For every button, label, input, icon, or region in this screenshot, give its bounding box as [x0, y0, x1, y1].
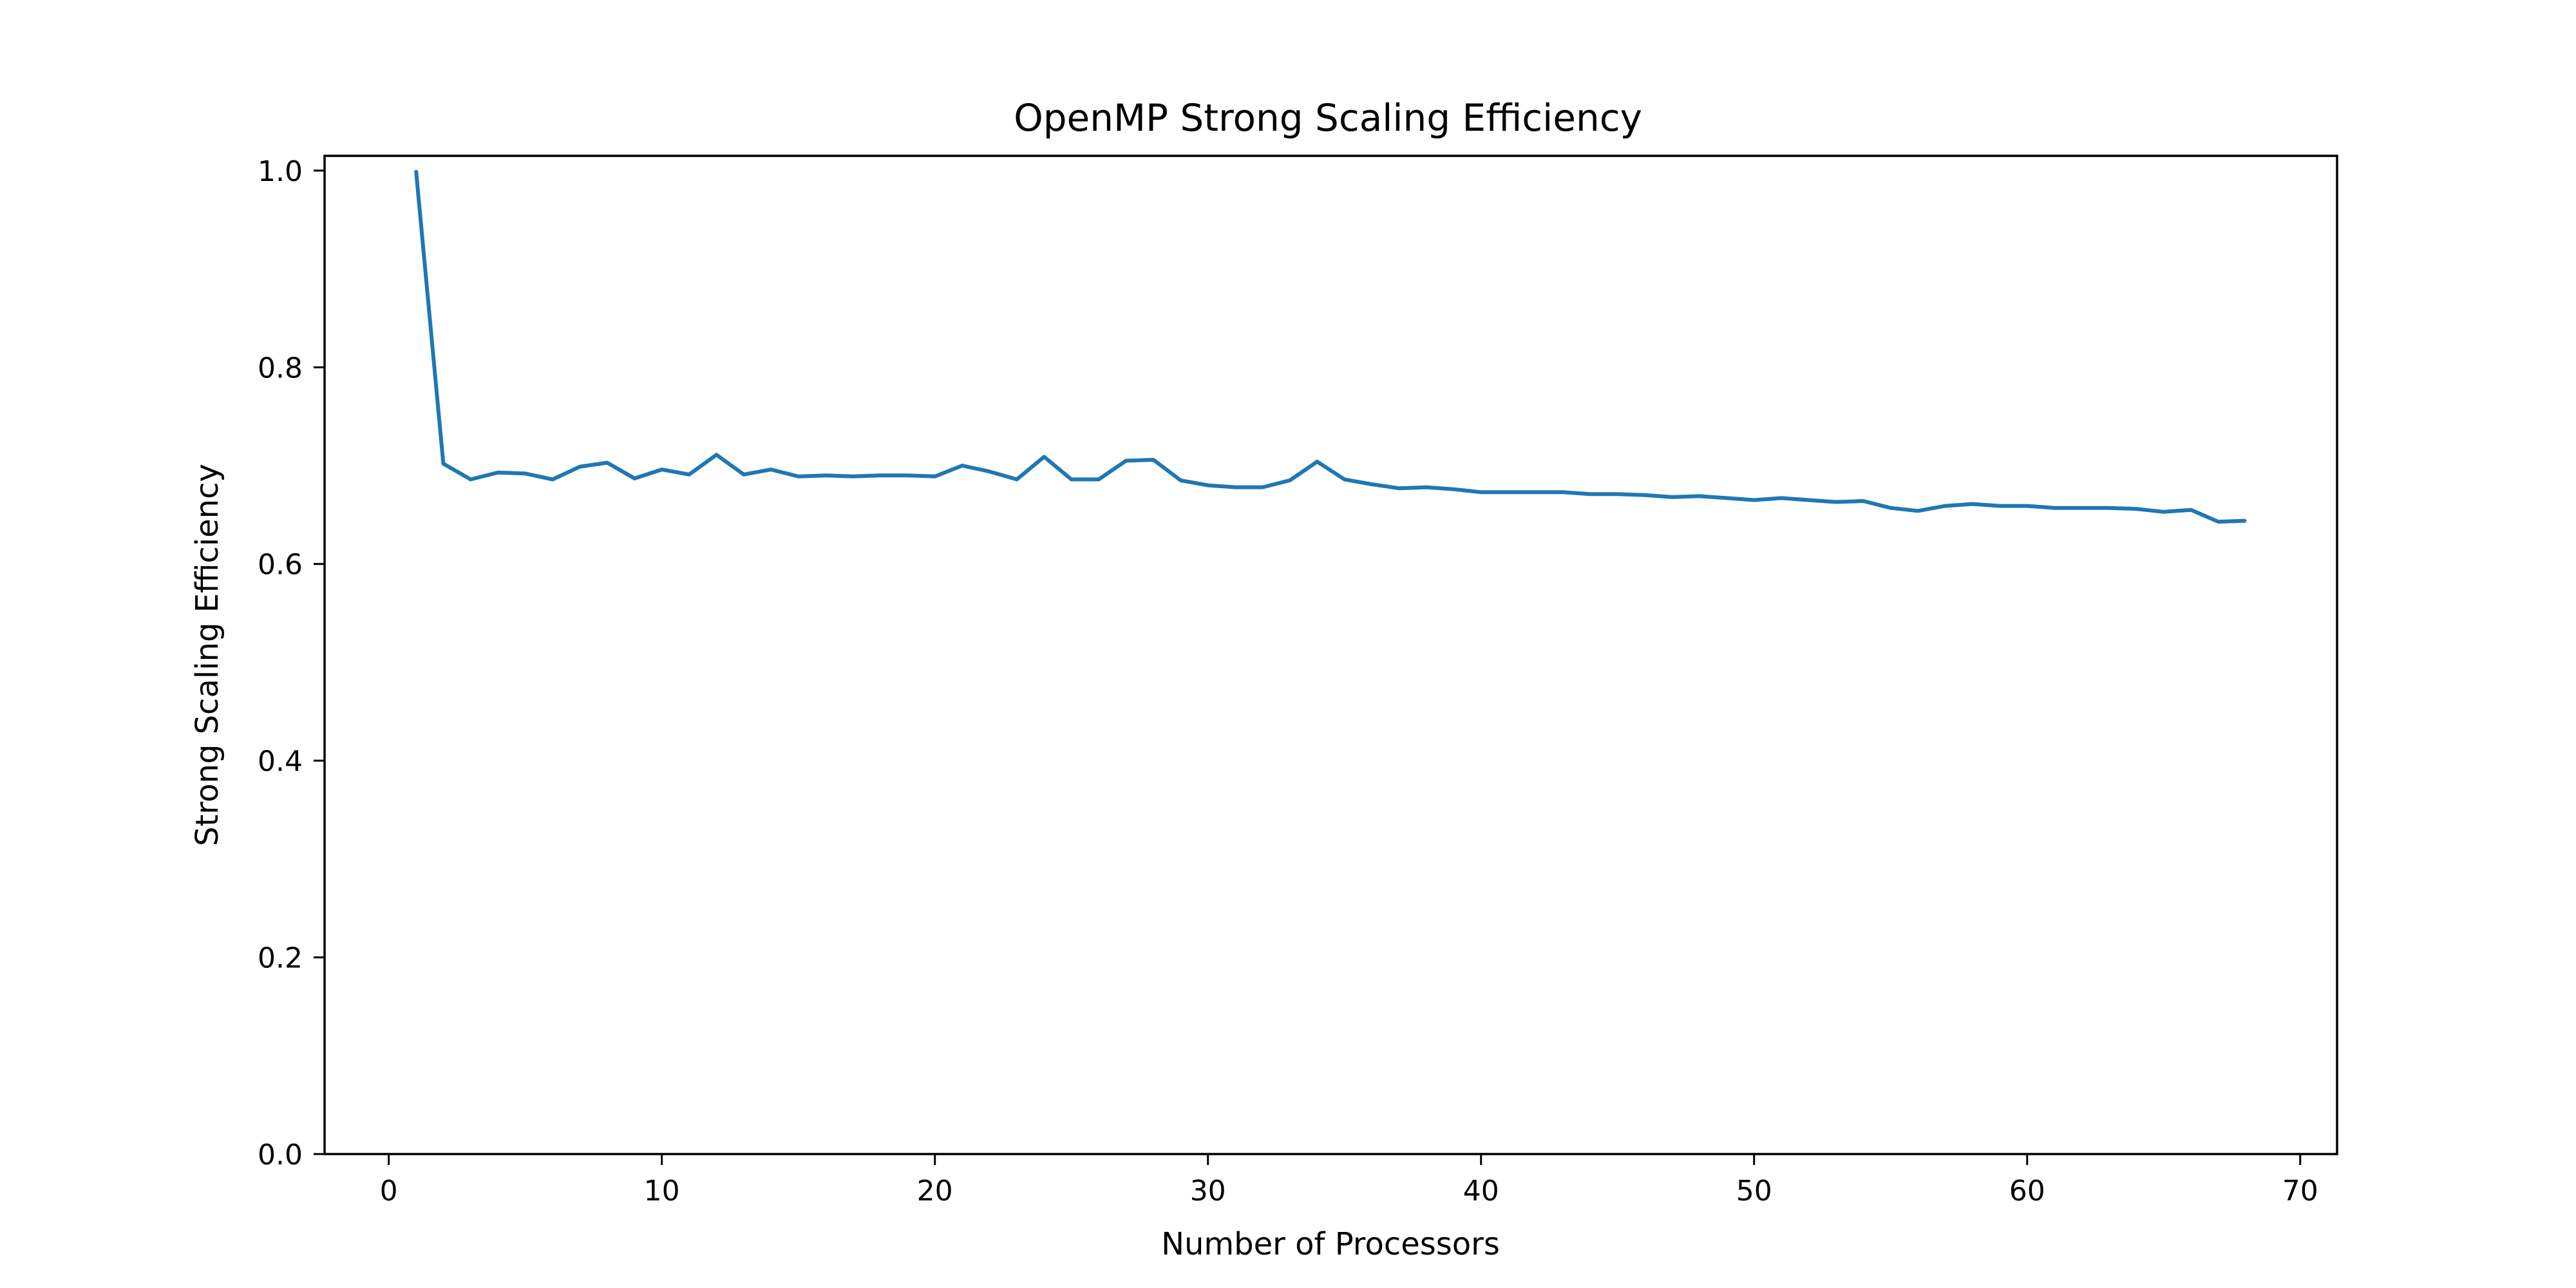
- plot-area: [414, 169, 2247, 524]
- data-point: [2108, 507, 2110, 509]
- data-point: [1808, 498, 1810, 501]
- data-point: [2053, 507, 2056, 509]
- data-point: [1889, 507, 1892, 509]
- x-tick-label: 70: [2282, 1175, 2318, 1208]
- x-tick-label: 40: [1463, 1175, 1499, 1208]
- data-point: [1124, 459, 1127, 462]
- data-point: [824, 474, 827, 477]
- data-point: [1234, 486, 1236, 489]
- y-tick-label: 0.8: [258, 352, 303, 384]
- y-tick-label: 1.0: [258, 155, 303, 188]
- data-point: [551, 478, 554, 480]
- data-point: [633, 477, 636, 480]
- data-point: [1998, 505, 2001, 507]
- data-point: [1698, 495, 1701, 497]
- data-point: [1398, 487, 1401, 489]
- data-point: [1289, 479, 1291, 482]
- data-point: [797, 475, 800, 478]
- data-point: [715, 453, 717, 456]
- data-point: [2081, 507, 2083, 509]
- data-point: [743, 473, 745, 476]
- data-point: [1207, 484, 1209, 487]
- data-point: [2135, 507, 2137, 510]
- data-point: [770, 468, 772, 471]
- chart-title: OpenMP Strong Scaling Efficiency: [1014, 96, 1642, 140]
- y-tick-label: 0.2: [258, 942, 303, 975]
- data-point: [1480, 491, 1482, 493]
- data-point: [934, 475, 936, 478]
- data-point: [1179, 479, 1182, 482]
- data-point: [961, 464, 963, 467]
- data-point: [1370, 483, 1373, 486]
- series-line: [414, 170, 2246, 524]
- data-point: [1507, 491, 1510, 493]
- data-point: [1097, 478, 1100, 480]
- data-point: [1753, 498, 1756, 501]
- data-point: [851, 475, 854, 478]
- data-point: [2244, 520, 2247, 522]
- x-tick-label: 60: [2009, 1175, 2045, 1208]
- data-point: [1016, 478, 1018, 480]
- data-point: [1589, 493, 1591, 495]
- x-axis-label: Number of Processors: [1161, 1226, 1500, 1262]
- data-point: [1070, 478, 1073, 480]
- data-point: [1780, 497, 1783, 499]
- data-point: [1425, 486, 1428, 489]
- data-point: [879, 474, 882, 477]
- plot-frame: [323, 155, 2338, 1155]
- x-tick-label: 30: [1190, 1175, 1226, 1208]
- data-point: [1917, 509, 1919, 512]
- x-tick-label: 10: [644, 1175, 680, 1208]
- data-point: [688, 473, 690, 476]
- data-point: [1261, 486, 1264, 489]
- data-point: [661, 468, 663, 471]
- data-point: [1535, 491, 1537, 493]
- data-point: [1452, 488, 1455, 491]
- data-point: [1671, 496, 1674, 498]
- data-point: [469, 478, 472, 480]
- data-point: [1862, 500, 1864, 502]
- y-tick-label: 0.6: [258, 549, 303, 582]
- data-point: [442, 462, 444, 465]
- data-point: [497, 471, 499, 474]
- y-axis-label: Strong Scaling Efficiency: [189, 464, 225, 846]
- data-point: [1835, 501, 1837, 504]
- data-point: [1725, 497, 1728, 499]
- data-point: [1043, 455, 1045, 458]
- x-tick-label: 0: [380, 1175, 398, 1208]
- data-point: [1316, 460, 1318, 463]
- data-point: [1971, 503, 1974, 506]
- data-point: [524, 472, 527, 475]
- data-point: [1944, 505, 1947, 507]
- data-point: [1562, 491, 1564, 493]
- data-point: [2026, 505, 2029, 507]
- data-point: [988, 470, 990, 473]
- data-point: [606, 461, 609, 464]
- data-point: [1343, 478, 1346, 480]
- data-point: [578, 466, 581, 468]
- x-tick-label: 20: [917, 1175, 953, 1208]
- y-tick-label: 0.4: [258, 745, 303, 778]
- data-point: [2163, 511, 2165, 513]
- axis-ticks: 0 10 20 30 40 50 60 70 0.0 0.2 0.4 0.6 0.8 1.0: [258, 155, 2318, 1208]
- data-point: [1616, 493, 1619, 495]
- data-point: [906, 474, 909, 477]
- x-tick-label: 50: [1736, 1175, 1772, 1208]
- data-point: [2217, 520, 2220, 523]
- data-point: [1152, 459, 1155, 461]
- data-point: [2190, 509, 2192, 511]
- y-tick-label: 0.0: [258, 1139, 303, 1171]
- data-point: [1643, 494, 1646, 497]
- data-point: [415, 169, 417, 172]
